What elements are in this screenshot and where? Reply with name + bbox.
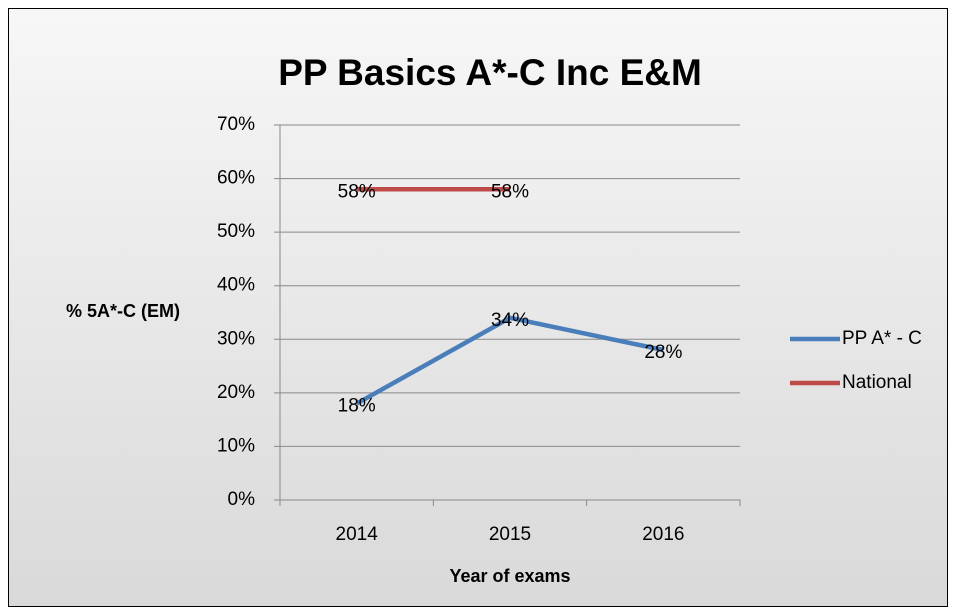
x-tick-label: 2015 (489, 524, 531, 545)
y-tick-label: 0% (228, 489, 256, 510)
data-label: 28% (644, 342, 682, 363)
data-label: 58% (491, 181, 529, 202)
data-label: 34% (491, 310, 529, 331)
data-label: 58% (338, 181, 376, 202)
x-tick-label: 2014 (336, 524, 379, 545)
y-tick-label: 50% (217, 221, 255, 242)
data-label: 18% (338, 396, 376, 417)
y-tick-label: 40% (217, 275, 255, 296)
y-tick-label: 30% (217, 328, 255, 349)
y-axis-label: % 5A*-C (EM) (66, 301, 180, 321)
y-tick-label: 70% (217, 114, 255, 135)
chart-title: PP Basics A*-C Inc E&M (278, 52, 702, 93)
y-tick-label: 10% (217, 435, 255, 456)
x-axis-label: Year of exams (449, 566, 570, 586)
legend-label: PP A* - C (842, 328, 922, 349)
y-tick-label: 20% (217, 382, 255, 403)
chart-frame (8, 8, 948, 607)
series-line (355, 315, 664, 406)
x-tick-label: 2016 (642, 524, 684, 545)
y-tick-label: 60% (217, 168, 255, 189)
legend-label: National (842, 372, 912, 393)
